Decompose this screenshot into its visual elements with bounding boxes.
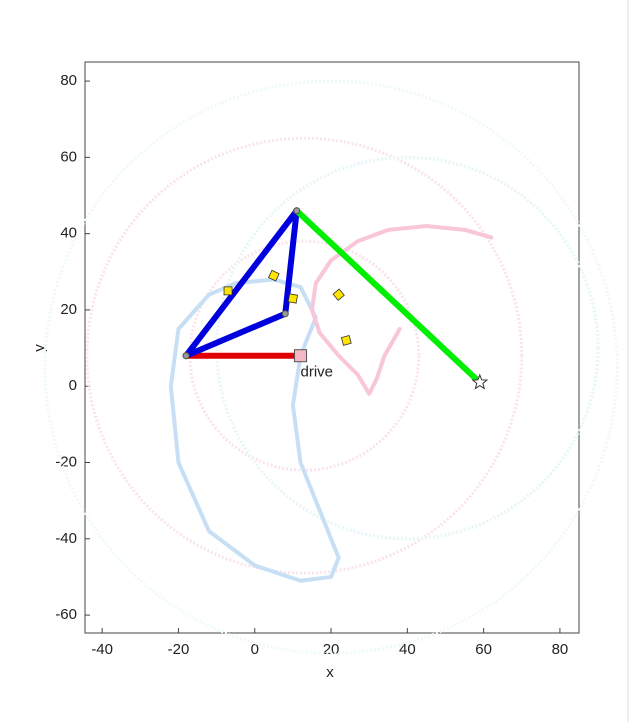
plot-frame [84,61,580,634]
angle-marker [340,335,352,346]
x-tick-label: 60 [475,641,492,658]
x-tick-label: -40 [91,641,113,658]
angle-marker [287,293,298,304]
y-tick-label: 0 [69,377,77,394]
path-circle [215,155,600,541]
annotation: drive [301,364,334,381]
y-tick-label: -40 [55,530,77,547]
y-tick-label: 80 [60,72,77,89]
y-tick-label: 60 [60,148,77,165]
y-tick-label: -60 [55,606,77,623]
y-axis-label: y [31,344,48,352]
y-tick-label: 20 [60,301,77,318]
x-tick-label: -20 [168,641,190,658]
path-circle [43,79,619,655]
drive-marker [294,349,308,363]
path-circle [85,136,524,575]
angle-marker [267,269,280,282]
link-line [183,207,300,359]
x-axis-label: x [326,664,334,681]
x-tick-label: 20 [323,641,340,658]
x-tick-label: 0 [251,641,259,658]
joint [281,310,289,318]
link-line [293,207,483,386]
y-tick-label: 40 [60,225,77,242]
joint [182,352,190,360]
angle-marker [223,286,233,296]
link-line [309,224,494,396]
x-tick-label: 80 [552,641,569,658]
angle-marker [332,288,345,301]
joint [293,207,301,215]
path-circle [188,239,421,472]
end-marker [471,373,489,390]
